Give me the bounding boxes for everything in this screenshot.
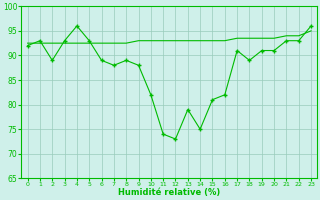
X-axis label: Humidité relative (%): Humidité relative (%) (118, 188, 220, 197)
